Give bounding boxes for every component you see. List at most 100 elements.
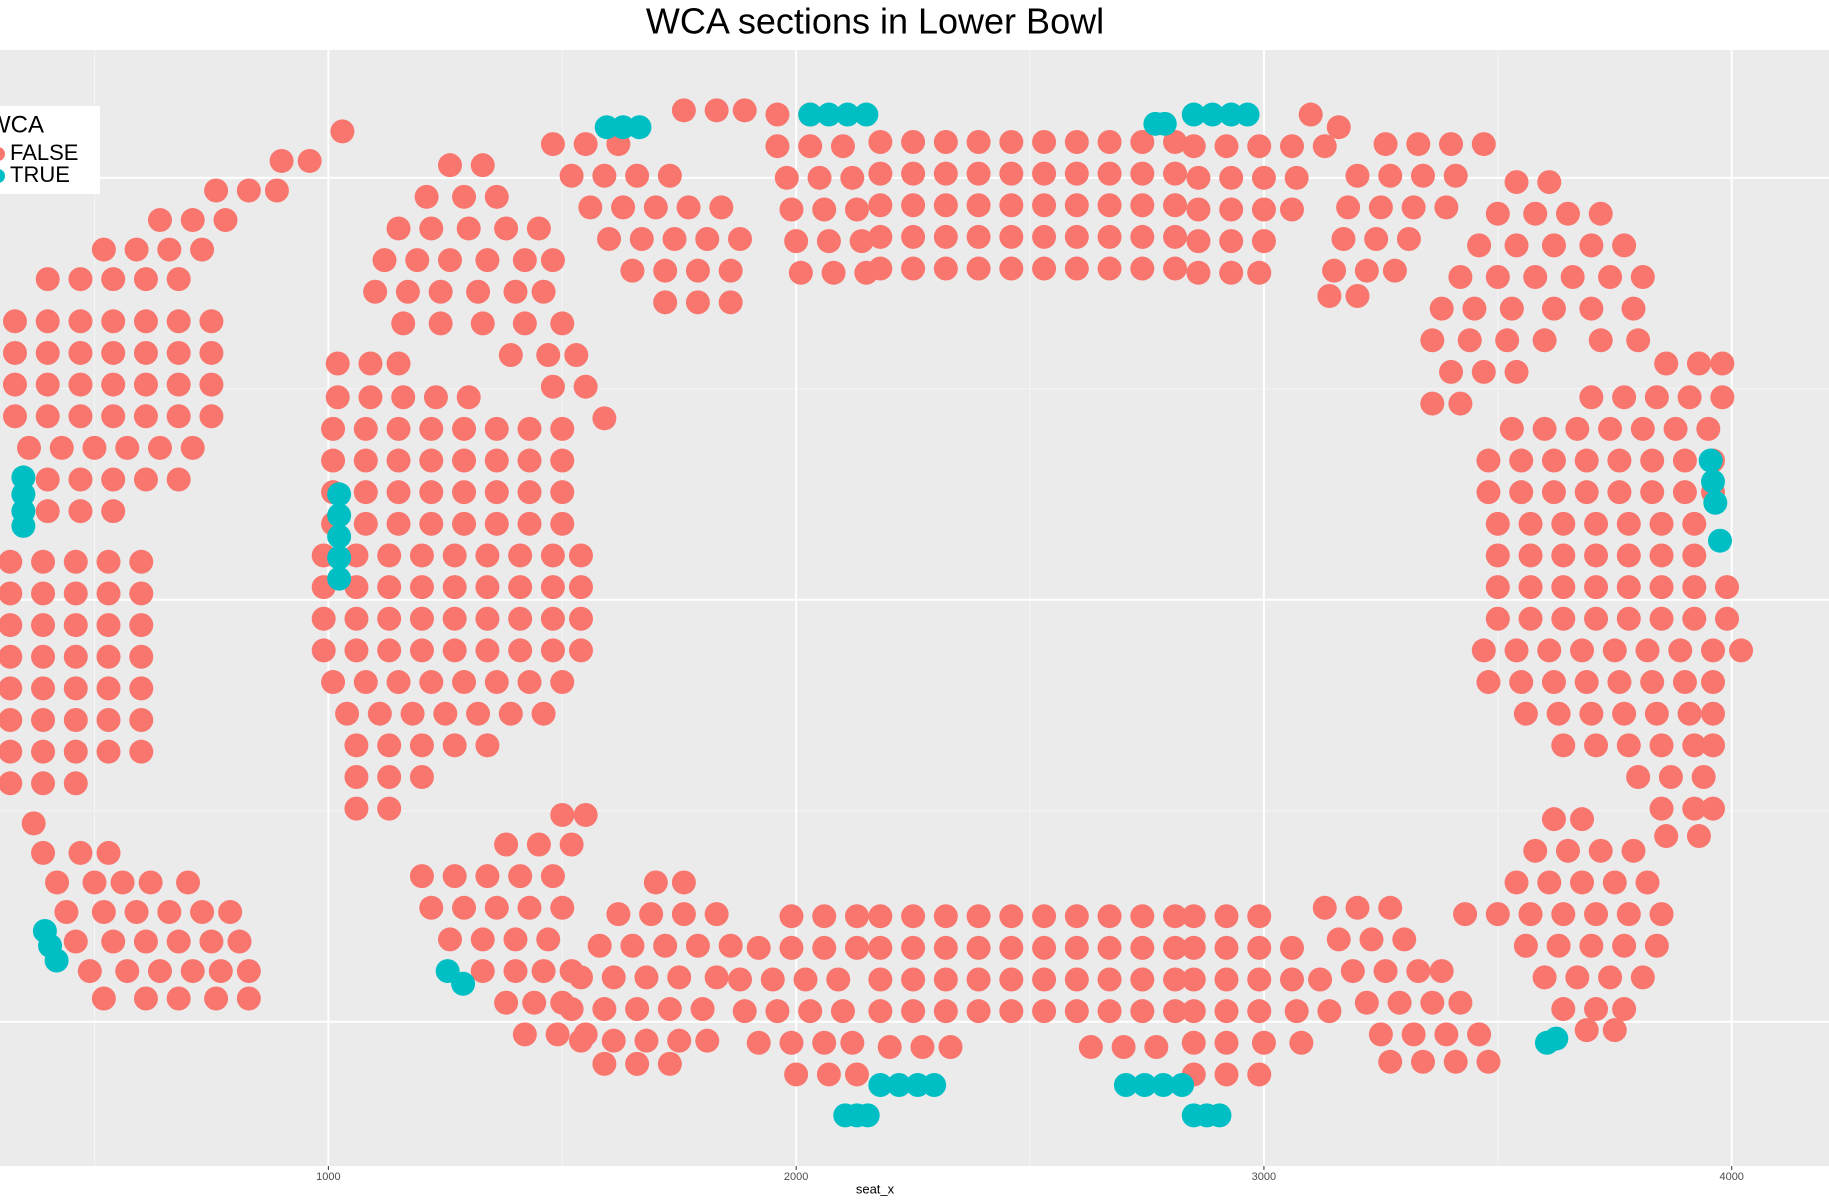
seat-point — [933, 161, 958, 186]
legend-key — [0, 169, 5, 183]
seat-point — [1097, 256, 1122, 281]
seat-point — [35, 267, 60, 292]
seat-point — [1406, 132, 1431, 157]
seat-point — [157, 899, 182, 924]
seat-point — [1715, 606, 1740, 631]
seat-point — [1698, 448, 1723, 473]
seat-point — [236, 178, 261, 203]
seat-point — [1453, 902, 1478, 927]
seat-point — [643, 870, 668, 895]
seat-point — [124, 899, 149, 924]
seat-point — [1097, 935, 1122, 960]
seat-point — [115, 959, 140, 984]
seat-point — [1570, 870, 1595, 895]
seat-point — [199, 372, 224, 397]
seat-point — [1588, 838, 1613, 863]
seat-point — [133, 929, 158, 954]
seat-point — [475, 638, 500, 663]
seat-point — [466, 279, 491, 304]
seat-point — [386, 448, 411, 473]
seat-point — [1616, 606, 1641, 631]
seat-point — [96, 549, 121, 574]
seat-point — [96, 840, 121, 865]
seat-point — [176, 870, 201, 895]
seat-point — [419, 670, 444, 695]
seat-point — [868, 224, 893, 249]
seat-point — [503, 927, 528, 952]
seat-point — [1485, 511, 1510, 536]
seat-point — [31, 613, 56, 638]
seat-point — [1354, 990, 1379, 1015]
seat-point — [550, 448, 575, 473]
seat-point — [1312, 895, 1337, 920]
seat-point — [901, 129, 926, 154]
seat-point — [1064, 224, 1089, 249]
legend-key — [0, 147, 5, 161]
seat-point — [1504, 233, 1529, 258]
seat-point — [1607, 480, 1632, 505]
seat-point — [428, 279, 453, 304]
seat-point — [573, 1022, 598, 1047]
seat-point — [452, 448, 477, 473]
seat-point — [1471, 132, 1496, 157]
seat-point — [966, 224, 991, 249]
seat-point — [1677, 701, 1702, 726]
seat-point — [442, 606, 467, 631]
seat-point — [732, 999, 757, 1024]
seat-point — [854, 102, 879, 127]
seat-point — [236, 959, 261, 984]
seat-point — [1097, 904, 1122, 929]
seat-point — [1181, 967, 1206, 992]
seat-point — [1658, 764, 1683, 789]
seat-point — [451, 971, 476, 996]
seat-point — [573, 374, 598, 399]
seat-point — [101, 372, 126, 397]
seat-point — [901, 999, 926, 1024]
seat-point — [1541, 448, 1566, 473]
seat-point — [1345, 163, 1370, 188]
seat-point — [592, 1051, 617, 1076]
seat-point — [1279, 967, 1304, 992]
seat-point — [101, 309, 126, 334]
x-axis: 1000 2000 3000 4000 — [316, 1166, 1744, 1183]
seat-point — [625, 997, 650, 1022]
seat-point — [377, 575, 402, 600]
seat-point — [1616, 511, 1641, 536]
seat-point — [1584, 997, 1609, 1022]
seat-point — [1551, 997, 1576, 1022]
seat-point — [517, 480, 542, 505]
seat-point — [101, 499, 126, 524]
seat-point — [1630, 416, 1655, 441]
seat-point — [1551, 733, 1576, 758]
seat-point — [77, 959, 102, 984]
seat-point — [849, 229, 874, 254]
seat-point — [54, 899, 79, 924]
seat-point — [353, 511, 378, 536]
seat-point — [204, 986, 229, 1011]
seat-point — [1326, 115, 1351, 140]
seat-point — [1476, 670, 1501, 695]
seat-point — [1485, 575, 1510, 600]
seat-point — [643, 195, 668, 220]
seat-point — [1644, 701, 1669, 726]
seat-point — [311, 606, 336, 631]
seat-point — [327, 503, 352, 528]
seat-point — [620, 933, 645, 958]
seat-point — [227, 929, 252, 954]
seat-point — [31, 840, 56, 865]
seat-point — [901, 935, 926, 960]
seat-point — [1471, 638, 1496, 663]
seat-point — [1420, 328, 1445, 353]
seat-point — [512, 248, 537, 273]
seat-point — [498, 343, 523, 368]
seat-point — [999, 935, 1024, 960]
seat-point — [1607, 448, 1632, 473]
seat-point — [484, 511, 509, 536]
seat-point — [1448, 264, 1473, 289]
seat-point — [470, 311, 495, 336]
seat-point — [419, 216, 444, 241]
seat-point — [1574, 480, 1599, 505]
seat-point — [35, 309, 60, 334]
seat-point — [1677, 385, 1702, 410]
